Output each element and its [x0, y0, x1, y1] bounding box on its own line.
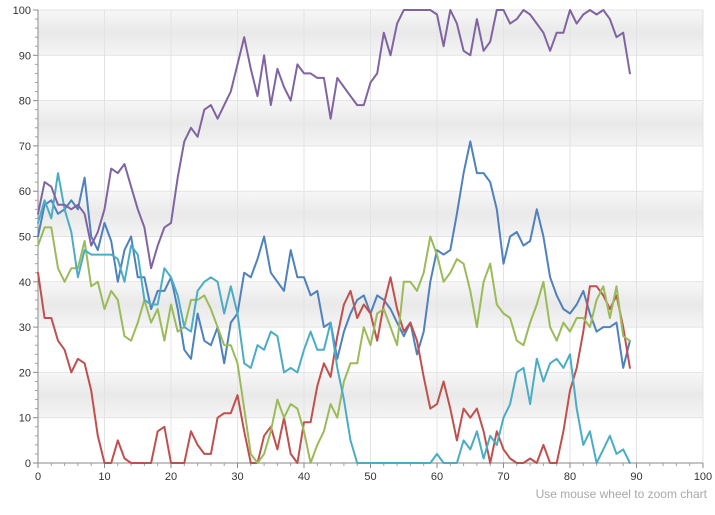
x-tick-label: 100 [694, 471, 712, 483]
x-tick-label: 70 [497, 471, 509, 483]
series-group [37, 9, 631, 464]
x-tick-label: 0 [35, 471, 41, 483]
x-tick-label: 20 [165, 471, 177, 483]
x-tick-label: 60 [431, 471, 443, 483]
x-tick-label: 10 [98, 471, 110, 483]
y-tick-label: 80 [19, 96, 31, 108]
zoom-hint-text: Use mouse wheel to zoom chart [535, 487, 707, 501]
y-tick-label: 0 [25, 458, 31, 470]
x-tick-label: 90 [630, 471, 642, 483]
x-tick-label: 80 [564, 471, 576, 483]
x-tick-label: 50 [364, 471, 376, 483]
y-tick-label: 50 [19, 232, 31, 244]
series-line-5 [37, 9, 631, 270]
y-tick-label: 10 [19, 413, 31, 425]
gridlines [37, 9, 704, 464]
y-tick-label: 70 [19, 141, 31, 153]
y-tick-label: 30 [19, 322, 31, 334]
series-line-4 [37, 172, 631, 464]
y-tick-label: 40 [19, 277, 31, 289]
series-line-2 [37, 271, 631, 464]
x-tick-label: 40 [298, 471, 310, 483]
y-tick-label: 100 [13, 5, 31, 17]
series-line-3 [37, 226, 631, 464]
tick-labels: 0 10 20 30 40 50 60 70 80 90 100 0 10 20 30 40 50 60 70 80 9… [13, 5, 713, 483]
y-tick-label: 20 [19, 367, 31, 379]
y-tick-label: 60 [19, 186, 31, 198]
x-tick-label: 30 [231, 471, 243, 483]
y-tick-label: 90 [19, 50, 31, 62]
